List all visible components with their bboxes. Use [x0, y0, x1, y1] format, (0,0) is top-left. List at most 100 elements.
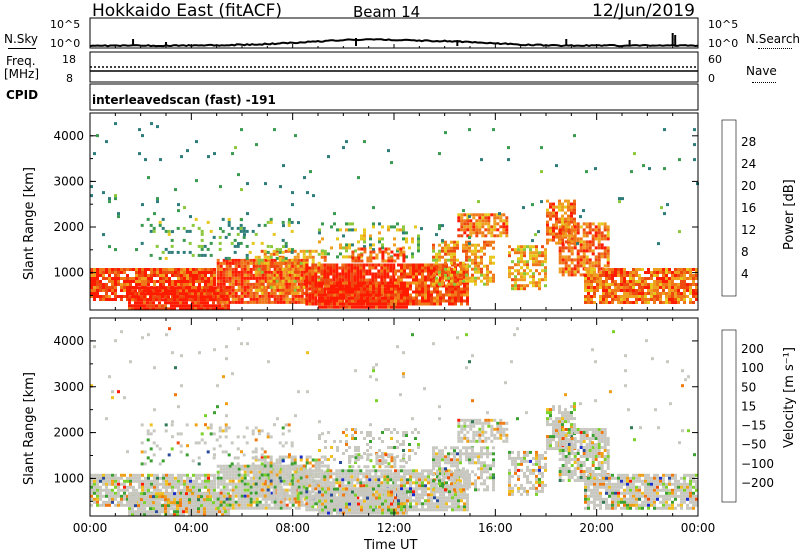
range-gate-cell — [219, 282, 223, 286]
range-gate-cell — [597, 234, 601, 238]
range-gate-cell — [293, 264, 297, 268]
range-gate-cell — [386, 269, 390, 273]
range-gate-cell — [246, 285, 250, 289]
range-gate-cell — [453, 243, 456, 247]
range-gate-cell — [606, 228, 610, 232]
range-gate-cell — [260, 291, 264, 295]
range-gate-cell — [222, 276, 226, 280]
range-gate-cell — [460, 290, 463, 294]
range-gate-cell — [297, 473, 301, 477]
range-gate-cell — [397, 287, 400, 291]
range-gate-cell — [231, 279, 235, 283]
range-gate-cell — [468, 215, 471, 219]
range-gate-cell — [287, 249, 291, 253]
range-gate-cell — [222, 288, 226, 292]
range-gate-cell — [438, 258, 441, 262]
range-gate-cell — [584, 298, 587, 301]
range-gate-cell — [260, 270, 264, 274]
range-gate-cell — [380, 263, 384, 267]
range-gate-cell — [194, 504, 197, 508]
range-gate-cell — [185, 498, 188, 502]
range-gate-cell — [570, 232, 573, 236]
range-gate-cell — [493, 225, 497, 229]
range-gate-cell — [179, 301, 182, 305]
range-gate-cell — [222, 267, 226, 271]
range-gate-cell — [200, 298, 203, 302]
range-gate-cell — [453, 261, 456, 265]
range-gate-cell — [129, 268, 132, 271]
range-gate-cell — [185, 292, 188, 296]
range-gate-cell — [197, 292, 200, 296]
range-gate-cell — [369, 281, 372, 285]
range-gate-cell — [174, 271, 177, 274]
range-gate-cell — [590, 280, 593, 283]
range-gate-cell — [659, 301, 662, 304]
range-gate-cell — [420, 227, 423, 231]
range-gate-cell — [555, 164, 558, 168]
range-gate-cell — [342, 293, 345, 297]
range-gate-cell — [216, 473, 220, 477]
range-gate-cell — [381, 256, 385, 260]
range-gate-cell — [457, 278, 460, 282]
range-gate-cell — [511, 260, 514, 264]
range-gate-cell — [693, 128, 696, 132]
range-gate-cell — [308, 272, 312, 276]
range-gate-cell — [396, 305, 399, 309]
range-gate-cell — [135, 274, 138, 277]
range-gate-cell — [272, 288, 276, 292]
range-gate-cell — [418, 284, 421, 288]
range-gate-cell — [456, 273, 459, 277]
range-gate-cell — [237, 467, 241, 471]
range-gate-cell — [561, 258, 565, 262]
range-gate-cell — [209, 507, 212, 511]
range-gate-cell — [243, 485, 247, 489]
range-gate-cell — [158, 501, 161, 505]
range-gate-cell — [465, 240, 468, 244]
range-gate-cell — [111, 298, 114, 301]
range-gate-cell — [200, 507, 203, 511]
range-gate-cell — [200, 504, 203, 508]
range-gate-cell — [167, 295, 170, 299]
range-gate-cell — [632, 280, 635, 283]
range-gate-cell — [441, 282, 444, 286]
range-gate-cell — [584, 280, 587, 283]
range-gate-cell — [291, 467, 295, 471]
range-gate-cell — [377, 272, 381, 276]
range-gate-cell — [264, 470, 268, 474]
range-gate-cell — [200, 247, 204, 251]
range-gate-cell — [171, 280, 174, 283]
range-gate-cell — [174, 268, 177, 271]
range-gate-cell — [204, 280, 207, 283]
range-gate-cell — [520, 257, 523, 261]
range-gate-cell — [384, 305, 387, 309]
range-gate-cell — [421, 269, 424, 273]
range-gate-cell — [490, 234, 494, 238]
range-gate-cell — [573, 222, 577, 226]
range-gate-cell — [647, 283, 650, 286]
range-gate-cell — [152, 507, 155, 511]
range-gate-cell — [606, 225, 610, 229]
range-gate-cell — [345, 293, 348, 297]
range-gate-cell — [483, 282, 486, 286]
range-gate-cell — [180, 488, 183, 492]
range-gate-cell — [114, 286, 117, 289]
range-gate-cell — [260, 258, 264, 262]
range-gate-cell — [287, 264, 291, 268]
range-gate-cell — [471, 276, 474, 280]
range-gate-cell — [483, 246, 486, 250]
range-gate-cell — [273, 476, 277, 480]
range-gate-cell — [120, 494, 123, 498]
range-gate-cell — [186, 283, 189, 286]
range-gate-cell — [192, 277, 195, 280]
range-gate-cell — [347, 293, 351, 297]
range-gate-cell — [234, 500, 238, 504]
range-gate-cell — [210, 277, 213, 280]
range-gate-cell — [693, 143, 696, 147]
range-gate-cell — [582, 255, 586, 259]
range-gate-cell — [347, 275, 351, 279]
range-gate-cell — [683, 286, 686, 289]
range-gate-cell — [294, 494, 298, 498]
range-gate-cell — [660, 206, 663, 210]
range-gate-cell — [231, 297, 235, 301]
range-gate-cell — [305, 269, 309, 273]
